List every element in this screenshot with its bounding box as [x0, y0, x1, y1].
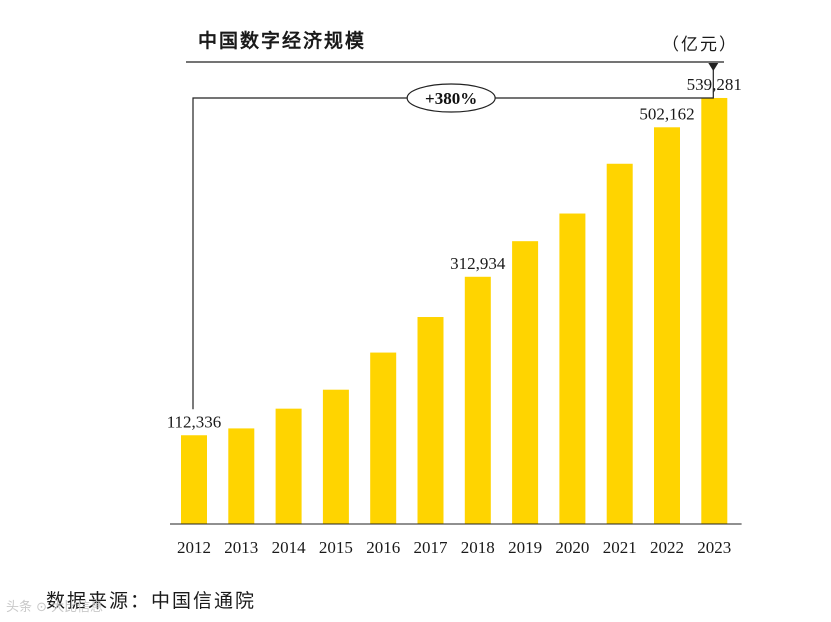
x-tick-label-2023: 2023	[697, 538, 731, 557]
bar-2018	[464, 276, 491, 524]
chart-title: 中国数字经济规模	[198, 30, 367, 52]
bar-2014	[275, 408, 302, 524]
x-tick-label-2015: 2015	[319, 538, 353, 557]
bar-2016	[370, 352, 397, 524]
data-label-2018: 312,934	[450, 254, 506, 273]
data-label-2012: 112,336	[167, 412, 222, 431]
growth-arrowhead	[708, 62, 719, 71]
watermark: 头条 ⊙ 大比信息	[6, 600, 104, 615]
bar-2020	[559, 213, 586, 524]
growth-label: +380%	[425, 89, 477, 108]
x-tick-label-2014: 2014	[272, 538, 307, 557]
x-tick-label-2022: 2022	[650, 538, 684, 557]
x-tick-label-2013: 2013	[224, 538, 258, 557]
bar-2013	[228, 428, 255, 524]
x-tick-label-2020: 2020	[555, 538, 589, 557]
x-tick-label-2018: 2018	[461, 538, 495, 557]
bar-2022	[654, 127, 680, 524]
x-tick-label-2019: 2019	[508, 538, 542, 557]
bar-2021	[606, 163, 633, 524]
x-tick-label-2017: 2017	[414, 538, 449, 557]
bar-2015	[322, 389, 349, 524]
x-tick-label-2021: 2021	[603, 538, 637, 557]
bar-2012	[181, 435, 207, 524]
data-label-2022: 502,162	[639, 104, 694, 123]
data-source: 数据来源：中国信通院	[46, 590, 257, 612]
bar-2017	[417, 317, 444, 524]
data-label-2023: 539,281	[687, 75, 742, 94]
growth-bracket	[192, 64, 714, 410]
x-tick-label-2016: 2016	[366, 538, 400, 557]
chart-unit: （亿元）	[662, 35, 738, 55]
growth-badge	[406, 83, 496, 113]
x-tick-label-2012: 2012	[177, 538, 211, 557]
bar-2023	[701, 97, 728, 524]
bar-2019	[512, 241, 539, 524]
